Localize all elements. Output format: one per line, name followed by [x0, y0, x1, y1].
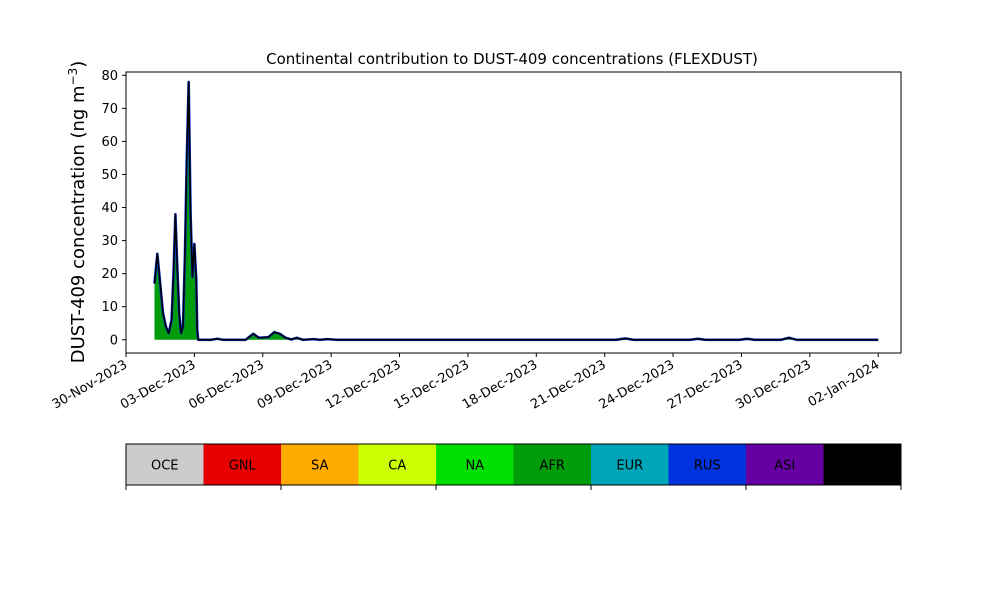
legend-swatch-afr: [513, 444, 591, 485]
legend-label-afr: AFR: [540, 459, 565, 474]
x-tick-label: 02-Jan-2024: [806, 357, 883, 410]
y-tick-label: 20: [101, 267, 118, 282]
y-tick-label: 50: [101, 168, 118, 183]
legend-swatch-gnl: [203, 444, 281, 485]
plot-frame: [125, 71, 902, 354]
x-tick-label: 09-Dec-2023: [255, 357, 335, 412]
x-tick-label: 06-Dec-2023: [186, 357, 266, 412]
y-axis-label-close: ): [68, 61, 89, 68]
legend-label-sa: SA: [311, 459, 328, 474]
x-axis: 30-Nov-202303-Dec-202306-Dec-202309-Dec-…: [50, 353, 882, 413]
y-tick-label: 40: [101, 201, 118, 216]
series-line-total: [153, 81, 879, 341]
y-tick-label: 70: [101, 102, 118, 117]
x-tick-label: 15-Dec-2023: [392, 357, 472, 412]
series-edge-rus: [153, 80, 879, 342]
y-tick-label: 0: [110, 333, 118, 348]
legend-swatch-aus: [823, 444, 901, 485]
y-tick-label: 30: [101, 234, 118, 249]
x-tick-label: 30-Nov-2023: [50, 357, 130, 412]
legend-swatch-asi: [746, 444, 824, 485]
y-axis-label: DUST-409 concentration (ng m−3): [66, 61, 89, 364]
legend-label-gnl: GNL: [229, 459, 257, 474]
legend: OCE GNL SA CA NA AFR EUR RUS ASI AUS: [125, 443, 902, 490]
legend-swatch-oce: [126, 444, 204, 485]
y-tick-label: 80: [101, 69, 118, 84]
legend-label-asi: ASI: [774, 459, 795, 474]
x-tick-label: 12-Dec-2023: [323, 357, 403, 412]
legend-label-eur: EUR: [616, 459, 643, 474]
chart-title: Continental contribution to DUST-409 con…: [266, 50, 758, 68]
x-tick-label: 30-Dec-2023: [733, 357, 813, 412]
legend-swatch-eur: [591, 444, 669, 485]
x-tick-label: 03-Dec-2023: [118, 357, 198, 412]
x-tick-label: 24-Dec-2023: [597, 357, 677, 412]
x-tick-label: 18-Dec-2023: [460, 357, 540, 412]
x-tick-label: 21-Dec-2023: [528, 357, 608, 412]
legend-label-ca: CA: [388, 459, 406, 474]
y-tick-label: 60: [101, 135, 118, 150]
legend-label-oce: OCE: [151, 459, 179, 474]
x-tick-label: 27-Dec-2023: [665, 357, 745, 412]
y-axis: 0 10 20 30 40 50 60 70 80: [101, 69, 126, 348]
legend-label-aus: AUS: [849, 459, 876, 474]
y-axis-label-sup: −3: [66, 68, 80, 86]
legend-swatch-ca: [358, 444, 436, 485]
series-area-afr: [154, 81, 879, 340]
legend-swatch-na: [436, 444, 514, 485]
legend-label-rus: RUS: [694, 459, 721, 474]
legend-frame: [125, 443, 902, 486]
legend-swatch-rus: [668, 444, 746, 485]
plot-area: [153, 80, 879, 342]
legend-swatch-sa: [281, 444, 359, 485]
legend-label-na: NA: [465, 459, 484, 474]
y-tick-label: 10: [101, 300, 118, 315]
